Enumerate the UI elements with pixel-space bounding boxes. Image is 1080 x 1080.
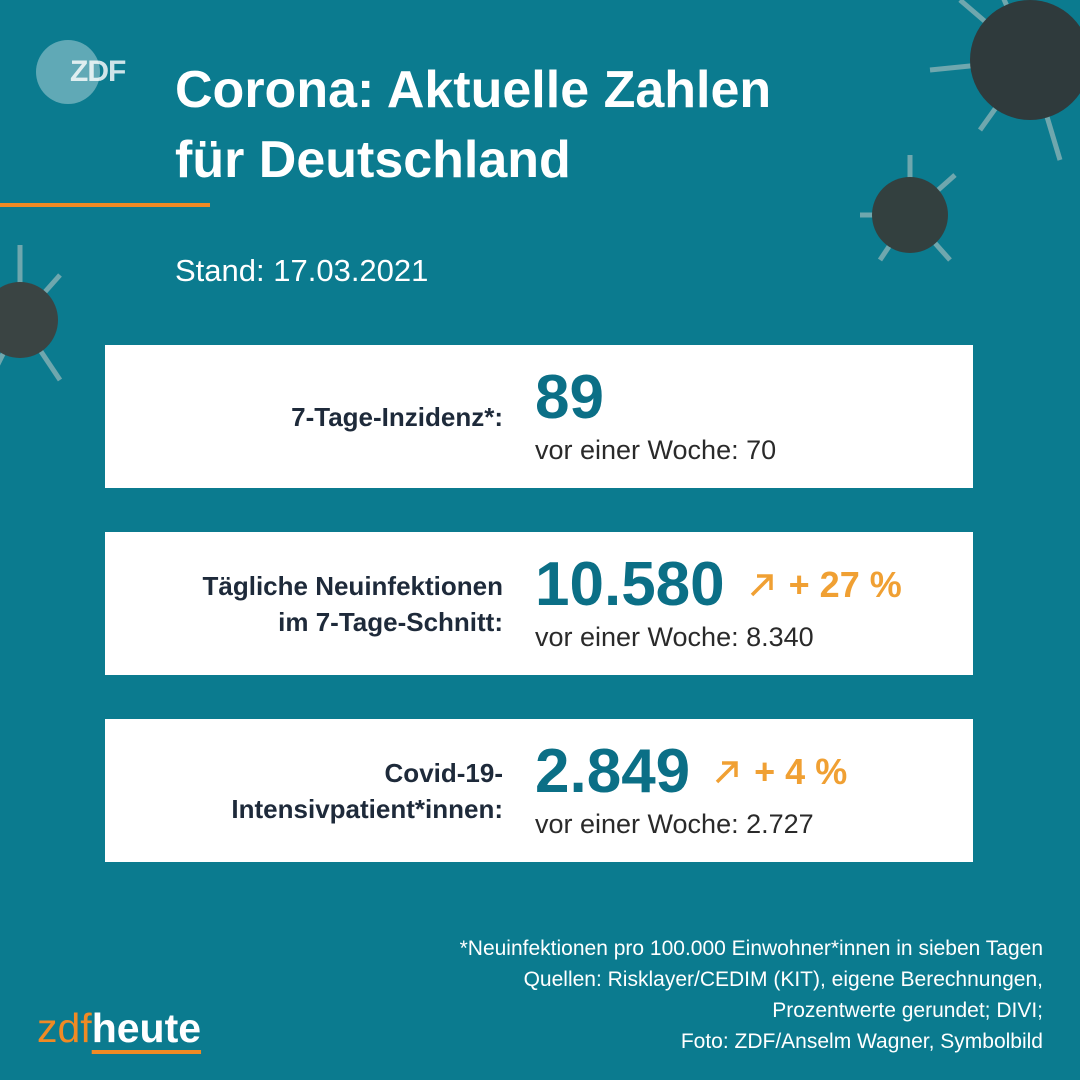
stat-value-row: 2.849 + 4 % [535, 741, 847, 803]
stat-label: Covid-19- Intensivpatient*innen: [105, 755, 503, 827]
footnote-line: Quellen: Risklayer/CEDIM (KIT), eigene B… [523, 968, 1043, 991]
accent-rule [0, 203, 210, 207]
stat-value-row: 10.580 + 27 % [535, 554, 902, 616]
stat-values: 2.849 + 4 % vor einer Woche: 2.727 [535, 741, 847, 840]
stat-label-line: im 7-Tage-Schnitt: [278, 606, 503, 637]
title: Corona: Aktuelle Zahlen für Deutschland [175, 55, 771, 195]
stat-label: Tägliche Neuinfektionen im 7-Tage-Schnitt… [105, 568, 504, 640]
date: Stand: 17.03.2021 [175, 253, 429, 288]
footnote-line: Prozentwerte gerundet; DIVI; [772, 999, 1043, 1022]
stat-card: 7-Tage-Inzidenz*: 89 vor einer Woche: 70 [105, 345, 973, 488]
stat-value: 10.580 [535, 550, 725, 619]
title-line: für Deutschland [175, 131, 571, 189]
stat-value: 89 [535, 363, 604, 432]
stat-previous: vor einer Woche: 2.727 [535, 809, 814, 839]
stat-label-line: Covid-19- [384, 757, 503, 788]
brand-heute: heute [91, 1005, 202, 1051]
trend-arrow [750, 574, 773, 597]
stat-values: 89 vor einer Woche: 70 [535, 367, 776, 466]
trend-arrow [715, 761, 738, 784]
footnote-line: *Neuinfektionen pro 100.000 Einwohner*in… [459, 937, 1043, 960]
stat-card: Tägliche Neuinfektionen im 7-Tage-Schnitt… [105, 532, 973, 675]
footnote-line: Foto: ZDF/Anselm Wagner, Symbolbild [680, 1030, 1043, 1053]
stat-previous: vor einer Woche: 70 [535, 435, 777, 465]
stat-card: Covid-19- Intensivpatient*innen: 2.849 + 4 … [105, 719, 973, 862]
stat-change: + 27 % [749, 554, 902, 616]
brand-zdf: zdf [37, 1005, 92, 1051]
stat-value-row: 89 [535, 367, 776, 429]
stat-previous: vor einer Woche: 8.340 [535, 622, 814, 652]
stat-label: 7-Tage-Inzidenz*: [105, 399, 503, 435]
brand: zdfheute [37, 1005, 201, 1052]
footnote: *Neuinfektionen pro 100.000 Einwohner*in… [460, 933, 1043, 1057]
stat-label-line: Tägliche Neuinfektionen [202, 570, 504, 601]
stat-label-line: Intensivpatient*innen: [231, 793, 503, 824]
zdf-logo: ZDF [36, 40, 126, 104]
stat-label-line: 7-Tage-Inzidenz*: [291, 401, 503, 432]
stat-value: 2.849 [535, 737, 691, 806]
stat-change: + 4 % [714, 741, 847, 803]
stat-values: 10.580 + 27 % vor einer Woche: 8.340 [535, 554, 902, 653]
stat-change-text: + 27 % [788, 564, 902, 605]
title-line: Corona: Aktuelle Zahlen [175, 61, 772, 119]
stat-change-text: + 4 % [754, 751, 848, 792]
